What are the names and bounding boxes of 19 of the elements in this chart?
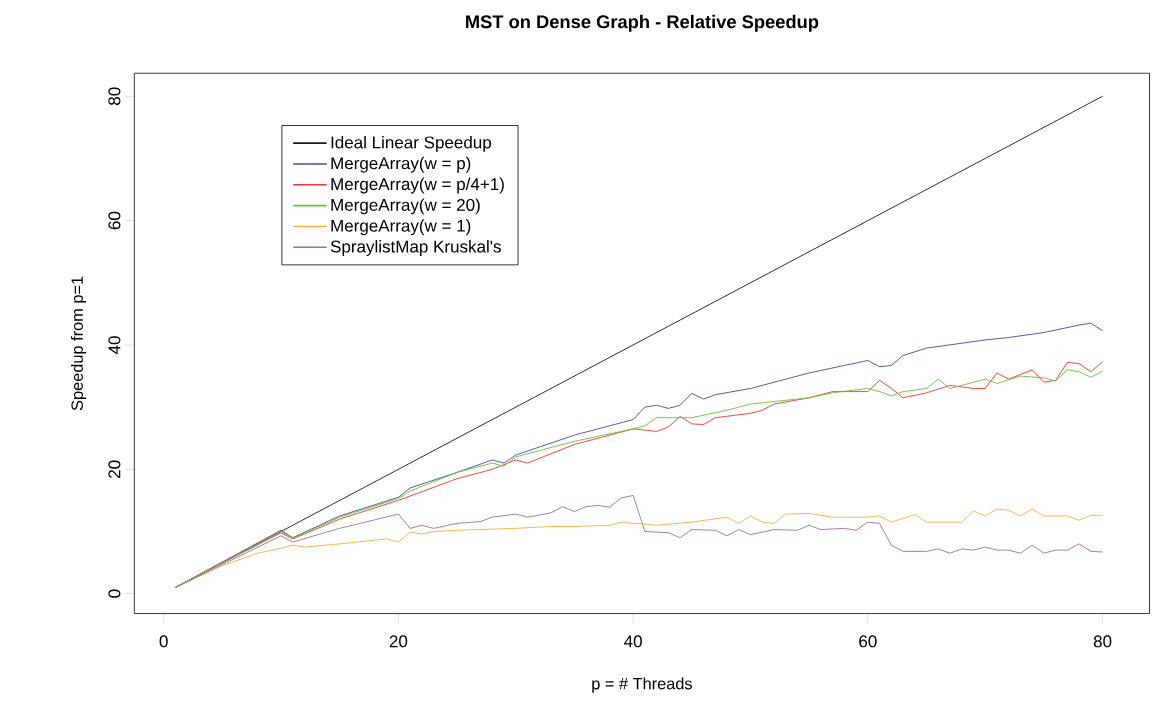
legend-label: Ideal Linear Speedup [331, 135, 491, 152]
x-axis-title: p = # Threads [592, 677, 692, 693]
y-tick-label: 60 [108, 211, 121, 230]
y-tick-label: 20 [108, 460, 121, 478]
x-tick-label: 80 [1093, 635, 1112, 648]
y-tick-label: 80 [108, 87, 121, 105]
x-tick-label: 0 [159, 635, 168, 648]
y-tick-label: 40 [108, 336, 121, 354]
legend-label: MergeArray(w = p) [331, 156, 471, 173]
y-axis-title: Speedup from p=1 [70, 276, 87, 411]
y-tick-label: 0 [108, 589, 121, 598]
chart-title: MST on Dense Graph - Relative Speedup [466, 14, 819, 32]
legend-label: MergeArray(w = 1) [331, 219, 471, 236]
x-tick-label: 60 [859, 635, 877, 648]
legend-label: SpraylistMap Kruskal's [330, 240, 501, 256]
legend-label: MergeArray(w = 20) [331, 198, 480, 215]
x-tick-label: 40 [624, 635, 642, 648]
legend-label: MergeArray(w = p/4+1) [331, 177, 504, 194]
x-tick-label: 20 [389, 635, 408, 648]
